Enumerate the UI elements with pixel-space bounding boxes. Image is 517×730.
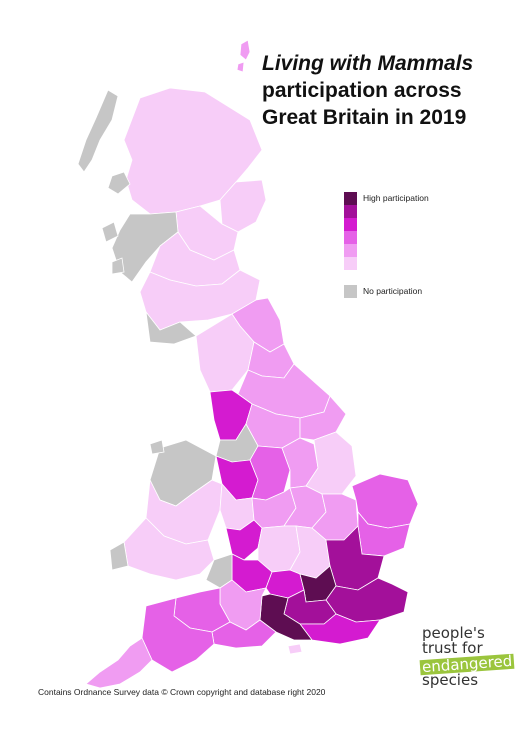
ptes-logo: people's trust for endangered species xyxy=(419,624,515,689)
map-region-east-yorkshire xyxy=(299,395,347,441)
logo-line-3: endangered xyxy=(419,651,515,677)
map-region-argyll xyxy=(111,211,179,283)
legend-swatch-6 xyxy=(344,257,357,270)
map-region-cornwall xyxy=(85,637,153,689)
map-region-highlands xyxy=(123,87,263,215)
title-line-3: Great Britain in 2019 xyxy=(262,106,467,129)
legend-swatch-5 xyxy=(344,244,357,257)
logo-line-2: trust for xyxy=(422,639,483,657)
map-region-dorset xyxy=(211,619,277,649)
map-title: Living with Mammals participation across… xyxy=(262,50,473,131)
map-region-sussex xyxy=(299,613,381,645)
map-region-islay xyxy=(111,257,125,275)
logo-line-4: species xyxy=(422,671,479,689)
map-region-pembroke xyxy=(109,541,129,571)
legend-none-label: No participation xyxy=(363,286,423,296)
map-region-mull xyxy=(101,221,119,243)
title-line-2: participation across xyxy=(262,79,462,102)
legend-high-label: High participation xyxy=(363,193,429,203)
map-region-western-isles xyxy=(77,89,119,173)
logo-line-1: people's xyxy=(422,624,485,642)
map-region-isle-of-wight xyxy=(287,643,303,655)
copyright-credit: Contains Ordnance Survey data © Crown co… xyxy=(38,687,326,697)
legend-swatch-2 xyxy=(344,205,357,218)
legend-swatch-1 xyxy=(344,192,357,205)
legend-swatch-none xyxy=(344,285,357,298)
map-region-shetland xyxy=(236,39,251,73)
title-line-1: Living with Mammals xyxy=(262,52,474,75)
map-region-skye xyxy=(107,171,131,195)
legend-swatch-4 xyxy=(344,231,357,244)
map-region-anglesey xyxy=(149,439,165,455)
legend-swatch-3 xyxy=(344,218,357,231)
